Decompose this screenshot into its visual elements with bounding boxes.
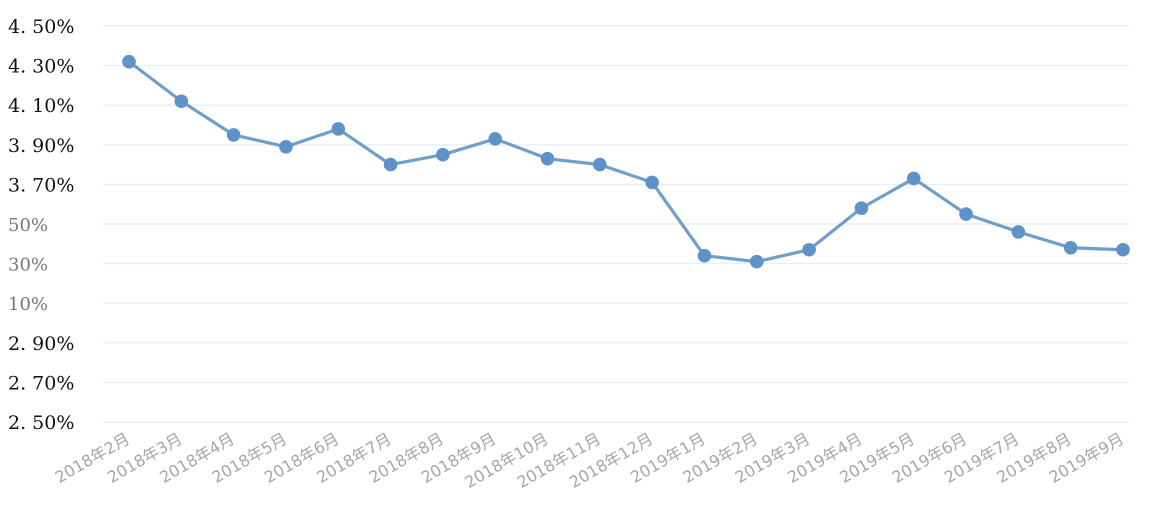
y-axis-tick-label: 2. 90% <box>8 333 74 355</box>
data-point <box>383 157 398 172</box>
data-point <box>802 242 816 257</box>
data-point <box>697 248 712 263</box>
y-axis-tick-label: 30% <box>8 255 48 276</box>
y-axis-tick-label: 4. 10% <box>8 95 74 117</box>
data-point <box>749 254 764 269</box>
data-point <box>854 201 869 215</box>
data-point <box>174 94 189 109</box>
series-line <box>127 60 1125 264</box>
data-point <box>488 132 503 146</box>
data-point <box>1116 242 1130 257</box>
y-axis-tick-label: 3. 70% <box>8 174 74 196</box>
data-point <box>906 171 921 186</box>
data-point <box>1011 225 1026 239</box>
data-point <box>331 122 346 136</box>
y-axis-tick-label: 50% <box>8 215 48 236</box>
data-point <box>959 207 973 221</box>
y-axis-tick-label: 2. 70% <box>8 372 74 394</box>
y-axis-tick-label: 2. 50% <box>8 412 74 434</box>
y-axis-tick-label: 3. 90% <box>8 135 74 157</box>
series-group <box>127 60 1125 264</box>
y-axis-tick-label: 4. 30% <box>8 56 74 78</box>
data-point <box>645 175 659 190</box>
data-point <box>122 54 136 69</box>
data-point <box>279 139 293 154</box>
gridlines <box>103 25 1129 423</box>
data-point <box>540 151 555 166</box>
data-point <box>226 128 241 142</box>
data-point <box>593 157 607 172</box>
x-axis-tick-labels: 2018年2月2018年3月2018年4月2018年5月2018年6月2018年… <box>52 429 1127 492</box>
data-points <box>122 54 1130 269</box>
data-point <box>1063 240 1078 255</box>
data-point <box>436 147 450 162</box>
y-axis-tick-label: 4. 50% <box>8 16 74 38</box>
y-axis-tick-labels: 4. 50% 4. 30% 4. 10% 3. 90% 3. 70% 50% 30% 10% 2… <box>8 16 74 434</box>
y-axis-tick-label: 10% <box>8 294 48 315</box>
